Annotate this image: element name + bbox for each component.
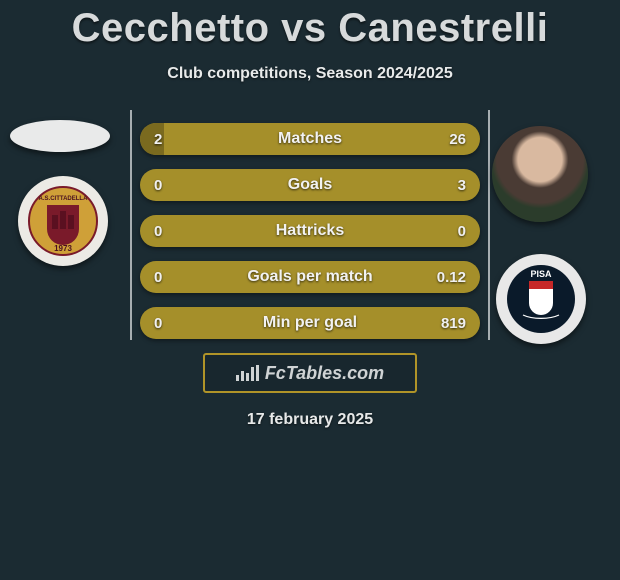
stat-row: 0 Goals 3 <box>140 169 480 201</box>
stat-label: Hattricks <box>276 222 344 240</box>
stat-right-value: 3 <box>458 177 466 194</box>
brand-box[interactable]: FcTables.com <box>203 353 417 393</box>
stat-label: Goals <box>288 176 332 194</box>
stat-label: Goals per match <box>247 268 372 286</box>
cittadella-crest-icon: A.S.CITTADELLA 1973 <box>27 185 99 257</box>
stat-right-value: 0 <box>458 223 466 240</box>
pisa-crest-icon: PISA <box>505 263 577 335</box>
svg-text:PISA: PISA <box>530 269 552 279</box>
stat-left-value: 0 <box>154 269 162 286</box>
stat-right-value: 0.12 <box>437 269 466 286</box>
stat-left-value: 2 <box>154 131 162 148</box>
stat-row: 2 Matches 26 <box>140 123 480 155</box>
page-title: Cecchetto vs Canestrelli <box>0 0 620 51</box>
stat-row: 0 Hattricks 0 <box>140 215 480 247</box>
stat-row: 0 Goals per match 0.12 <box>140 261 480 293</box>
stat-left-value: 0 <box>154 177 162 194</box>
divider-left <box>130 110 132 340</box>
player-left-avatar <box>10 120 110 152</box>
svg-text:A.S.CITTADELLA: A.S.CITTADELLA <box>39 196 89 202</box>
stat-label: Matches <box>278 130 342 148</box>
stat-left-value: 0 <box>154 223 162 240</box>
stat-right-value: 819 <box>441 315 466 332</box>
brand-label: FcTables.com <box>265 363 384 384</box>
stat-right-value: 26 <box>449 131 466 148</box>
club-right-badge: PISA <box>496 254 586 344</box>
subtitle: Club competitions, Season 2024/2025 <box>0 65 620 83</box>
divider-right <box>488 110 490 340</box>
club-left-badge: A.S.CITTADELLA 1973 <box>18 176 108 266</box>
stat-label: Min per goal <box>263 314 357 332</box>
stat-row: 0 Min per goal 819 <box>140 307 480 339</box>
chart-icon <box>236 365 259 381</box>
date-label: 17 february 2025 <box>0 411 620 429</box>
club-left-year: 1973 <box>54 244 72 253</box>
player-right-avatar <box>492 126 588 222</box>
stat-left-value: 0 <box>154 315 162 332</box>
